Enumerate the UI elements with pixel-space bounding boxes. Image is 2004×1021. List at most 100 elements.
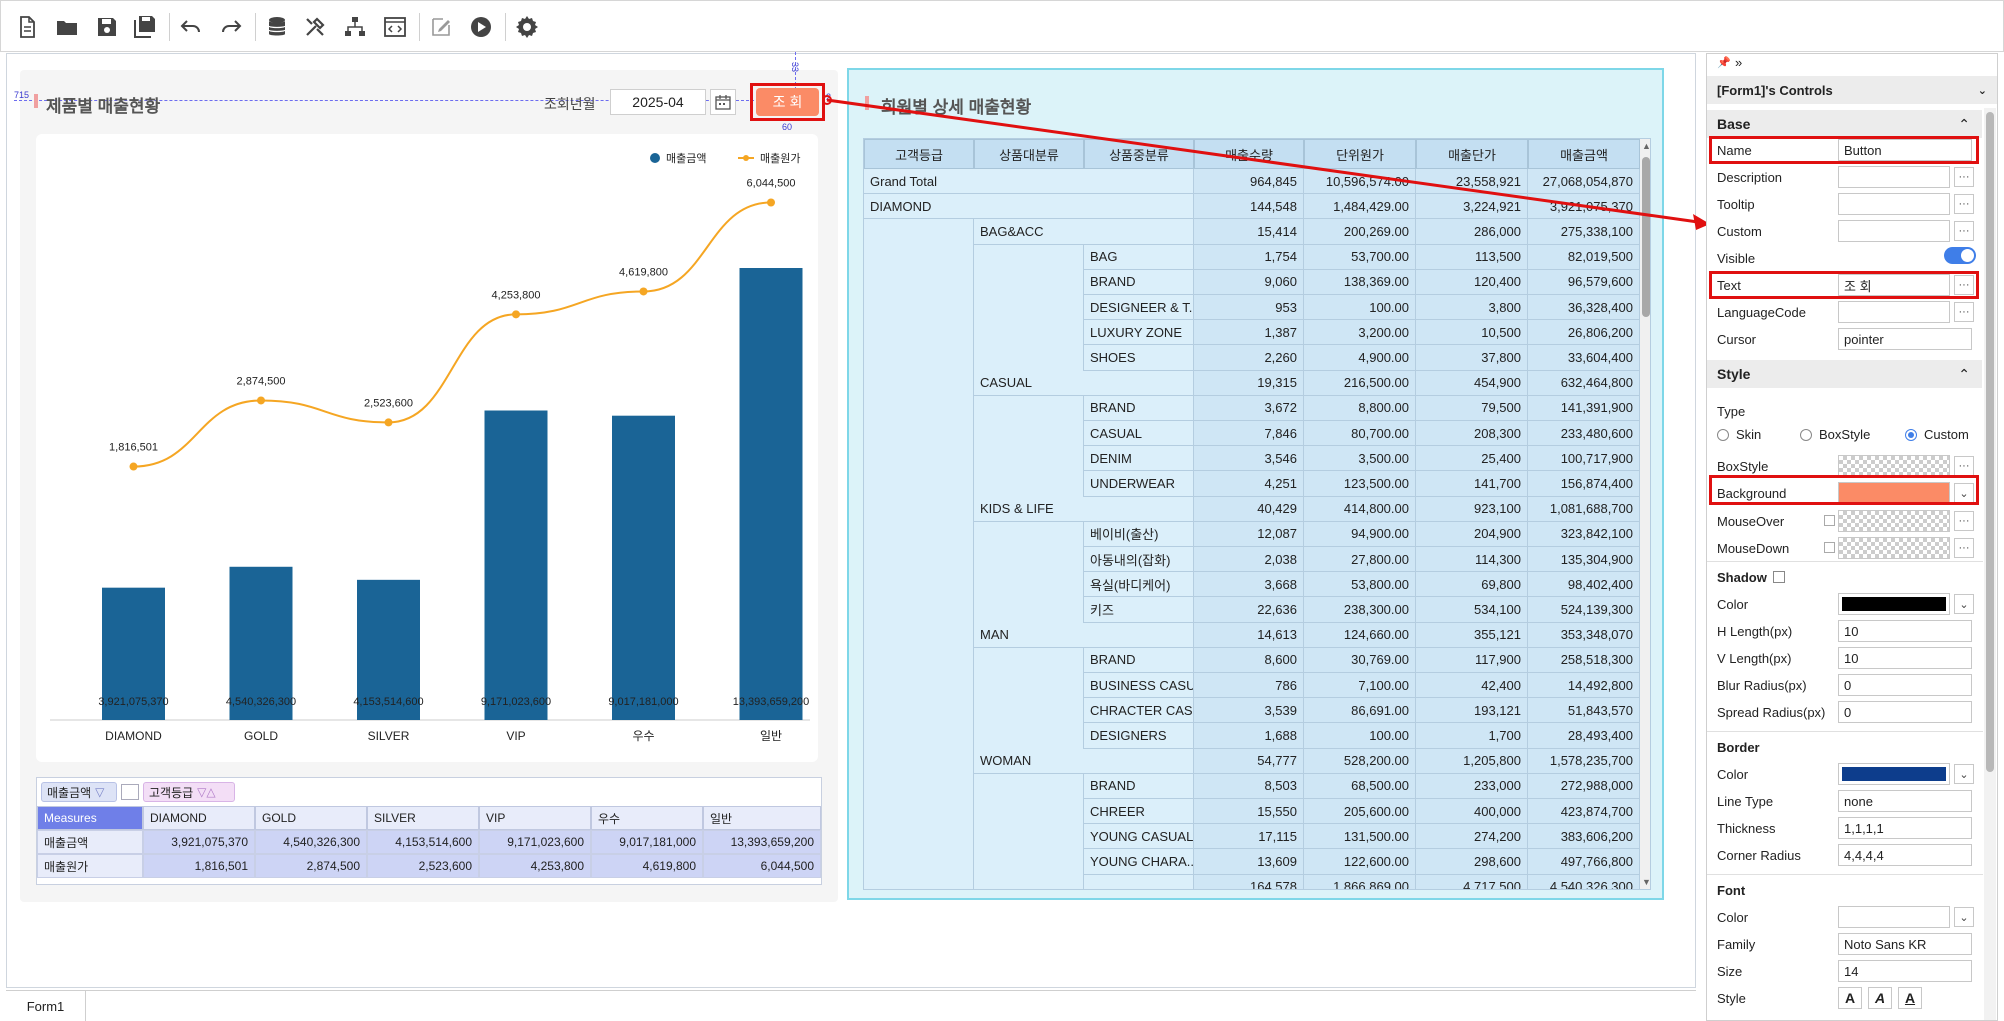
corner-radius-input[interactable]: 4,4,4,4 [1838,844,1972,866]
description-input[interactable] [1838,166,1950,188]
edit-icon[interactable] [427,13,455,41]
database-icon[interactable] [263,13,291,41]
dropdown-button[interactable]: ⌄ [1954,907,1974,927]
base-section[interactable]: Base ⌃ [1707,110,1982,138]
name-input[interactable]: Button [1838,139,1972,161]
x-tick-label-5: 우수 [632,729,654,743]
languagecode-input[interactable] [1838,301,1950,323]
custom-input[interactable] [1838,220,1950,242]
scroll-up-icon[interactable]: ▲ [1642,141,1651,151]
ellipsis-button[interactable]: ··· [1954,167,1974,187]
code-icon[interactable] [381,13,409,41]
calendar-icon[interactable] [710,89,736,115]
type-radio-2[interactable] [1800,429,1812,441]
chevron-up-icon[interactable]: ⌃ [1958,365,1970,382]
chevron-up-icon[interactable]: ⌃ [1958,115,1970,132]
pivot-field-grade[interactable]: 고객등급 ▽△ [143,782,235,802]
layout-icon[interactable] [121,784,139,800]
new-file-icon[interactable] [13,13,41,41]
grid-group-cell [864,421,974,447]
tab-form1[interactable]: Form1 [6,991,86,1021]
ellipsis-button[interactable]: ··· [1954,538,1974,558]
save-icon[interactable] [93,13,121,41]
chevron-down-icon[interactable]: ⌄ [1977,84,1987,97]
expand-icon[interactable]: » [1735,55,1743,70]
filter-icon[interactable]: ▽△ [197,785,216,799]
grid-cell: 497,766,800 [1528,849,1640,875]
bar-6 [739,268,803,720]
ellipsis-button[interactable]: ··· [1954,302,1974,322]
type-radio-3[interactable] [1905,429,1917,441]
tools-icon[interactable] [301,13,329,41]
title-accent-bar [34,94,38,108]
font-style-button-1[interactable]: A [1838,987,1862,1009]
grid-col-header[interactable]: 상품중분류 [1084,139,1194,169]
mousedown-swatch[interactable] [1838,537,1950,559]
controls-header[interactable]: [Form1]'s Controls ⌄ [1707,76,1997,104]
font-style-button-3[interactable]: A [1898,987,1922,1009]
dropdown-button[interactable]: ⌄ [1954,764,1974,784]
type-radio-1[interactable] [1717,429,1729,441]
grid-col-header[interactable]: 단위원가 [1304,139,1416,169]
grid-col-header[interactable]: 매출금액 [1528,139,1640,169]
scrollbar-thumb[interactable] [1986,112,1994,772]
mouseover-swatch[interactable] [1838,510,1950,532]
mousedown-checkbox[interactable] [1824,542,1835,553]
grid-cell: 36,328,400 [1528,295,1640,321]
grid-col-header[interactable]: 매출단가 [1416,139,1528,169]
hierarchy-icon[interactable] [341,13,369,41]
boxstyle-swatch[interactable] [1838,455,1950,477]
ellipsis-button[interactable]: ··· [1954,221,1974,241]
pivot-field-grade-label: 고객등급 [149,785,194,800]
text-input[interactable]: 조 회 [1838,274,1950,296]
spread-radius-input[interactable]: 0 [1838,701,1972,723]
mouseover-checkbox[interactable] [1824,515,1835,526]
thickness-input[interactable]: 1,1,1,1 [1838,817,1972,839]
x-tick-label-1: DIAMOND [105,729,162,743]
grid-cell: 3,500.00 [1304,446,1416,472]
tooltip-input[interactable] [1838,193,1950,215]
open-folder-icon[interactable] [53,13,81,41]
h-length-input[interactable]: 10 [1838,620,1972,642]
ellipsis-button[interactable]: ··· [1954,275,1974,295]
line-type-input[interactable]: none [1838,790,1972,812]
redo-icon[interactable] [217,13,245,41]
border-color-swatch[interactable] [1838,763,1950,785]
visible-toggle[interactable] [1944,247,1976,264]
save-all-icon[interactable] [131,13,159,41]
grid-group-cell [864,395,974,421]
dropdown-button[interactable]: ⌄ [1954,594,1974,614]
pivot-field-measure[interactable]: 매출금액 ▽ [41,782,117,802]
grid-col-header[interactable]: 매출수량 [1194,139,1304,169]
grid-col-header[interactable]: 고객등급 [864,139,974,169]
pin-icon[interactable]: 📌 [1717,57,1731,69]
shadow-color-swatch[interactable] [1838,593,1950,615]
pivot-cell: 13,393,659,200 [703,830,821,854]
font-color-swatch[interactable] [1838,906,1950,928]
grid-col-header[interactable]: 상품대분류 [974,139,1084,169]
grid-cell: 79,500 [1416,395,1528,421]
grid-scrollbar[interactable] [1640,139,1650,889]
run-icon[interactable] [467,13,495,41]
font-size-input[interactable]: 14 [1838,960,1972,982]
ellipsis-button[interactable]: ··· [1954,456,1974,476]
shadow-checkbox[interactable] [1773,571,1785,583]
settings-icon[interactable] [513,13,541,41]
blur-radius-input[interactable]: 0 [1838,674,1972,696]
period-input[interactable]: 2025-04 [610,89,706,115]
grid-scrollbar-thumb[interactable] [1642,157,1650,317]
search-button[interactable]: 조 회 [756,88,819,116]
undo-icon[interactable] [177,13,205,41]
font-family-input[interactable]: Noto Sans KR [1838,933,1972,955]
grid-row-label: 베이비(출산) [1084,521,1194,547]
v-length-input[interactable]: 10 [1838,647,1972,669]
ellipsis-button[interactable]: ··· [1954,511,1974,531]
style-section[interactable]: Style ⌃ [1707,360,1982,388]
scroll-down-icon[interactable]: ▼ [1642,877,1651,887]
filter-icon[interactable]: ▽ [95,785,105,799]
ellipsis-button[interactable]: ··· [1954,194,1974,214]
font-style-button-2[interactable]: A [1868,987,1892,1009]
line-point-6 [767,198,775,207]
cursor-input[interactable]: pointer [1838,328,1972,350]
grid-cell: 3,672 [1194,395,1304,421]
